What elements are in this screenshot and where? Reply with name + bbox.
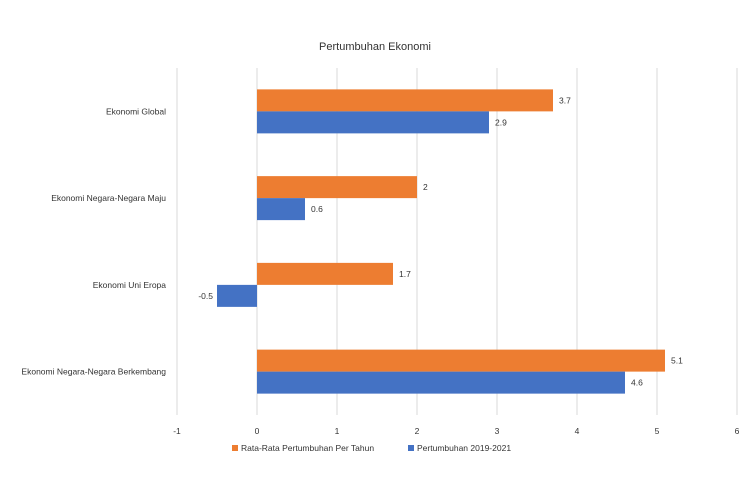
x-tick-label: 3 (495, 426, 500, 436)
data-label: 3.7 (559, 95, 571, 105)
data-labels: 3.7 2.9 2 0.6 1.7 -0.5 5.1 4.6 (198, 95, 683, 387)
x-tick-label: 0 (255, 426, 260, 436)
legend: Rata-Rata Pertumbuhan Per Tahun Pertumbuh… (232, 443, 511, 453)
bar (257, 262, 393, 285)
category-labels: Ekonomi Global Ekonomi Negara-Negara Maju… (21, 106, 166, 376)
x-tick-label: 4 (575, 426, 580, 436)
chart-title: Pertumbuhan Ekonomi (319, 41, 431, 53)
x-axis-ticks: -1 0 1 2 3 4 5 6 (173, 426, 739, 436)
x-tick-label: 1 (335, 426, 340, 436)
bar (257, 89, 553, 112)
category-label: Ekonomi Negara-Negara Maju (51, 193, 166, 203)
data-label: 0.6 (311, 204, 323, 214)
data-label: -0.5 (198, 291, 213, 301)
x-tick-label: -1 (173, 426, 181, 436)
x-tick-label: 2 (415, 426, 420, 436)
data-label: 1.7 (399, 269, 411, 279)
category-label: Ekonomi Negara-Negara Berkembang (21, 367, 166, 377)
legend-label: Rata-Rata Pertumbuhan Per Tahun (241, 443, 374, 453)
data-label: 2.9 (495, 117, 507, 127)
bar (257, 111, 489, 134)
category-label: Ekonomi Global (106, 106, 166, 116)
legend-swatch (408, 445, 414, 451)
data-label: 2 (423, 182, 428, 192)
x-tick-label: 5 (655, 426, 660, 436)
x-tick-label: 6 (735, 426, 740, 436)
bar (257, 198, 305, 221)
legend-label: Pertumbuhan 2019-2021 (417, 443, 511, 453)
data-label: 4.6 (631, 378, 643, 388)
data-label: 5.1 (671, 356, 683, 366)
bar (257, 371, 625, 394)
bars (217, 89, 665, 394)
bar (257, 176, 417, 199)
bar (217, 284, 257, 307)
bar (257, 349, 665, 372)
legend-swatch (232, 445, 238, 451)
category-label: Ekonomi Uni Eropa (93, 280, 167, 290)
